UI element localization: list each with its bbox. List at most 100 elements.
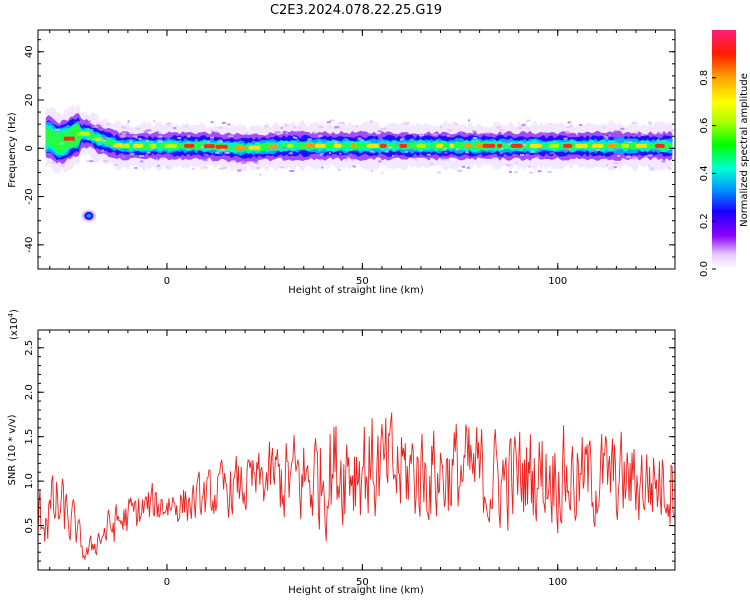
spectrogram-speckle <box>439 125 443 128</box>
spectrogram-speckle <box>113 164 118 166</box>
spectrogram-peak-cell <box>63 136 75 141</box>
spectrogram-speckle <box>606 164 608 167</box>
spectrogram-peak-cell <box>203 144 215 149</box>
spectrogram-speckle <box>259 173 262 176</box>
spectrogram-speckle <box>152 120 156 123</box>
spectrogram-speckle <box>671 129 675 132</box>
spectrogram-speckle <box>284 124 289 127</box>
colorbar-tick-label: 0.6 <box>699 118 710 134</box>
spectrogram-speckle <box>446 134 450 137</box>
colorbar-tick-label: 0.2 <box>699 213 710 229</box>
spectrogram-peak-cell <box>476 143 483 148</box>
y-tick-label: 20 <box>24 94 35 107</box>
spectrogram-speckle <box>603 135 608 138</box>
spectrogram-peak-cell <box>592 143 604 148</box>
spectrogram-speckle <box>381 127 387 130</box>
spectrogram-speckle <box>628 141 633 144</box>
spectrogram-panel: 0 50 100 -40 -20 0 20 40 Height of straight lin… <box>7 29 676 296</box>
spectrogram-speckle <box>613 147 618 150</box>
spectrogram-speckle <box>215 151 219 154</box>
spectrogram-speckle <box>631 122 635 125</box>
spectrogram-speckle <box>613 162 619 164</box>
spectrogram-speckle <box>527 165 531 168</box>
spectrogram-speckle <box>203 166 208 169</box>
spectrogram-speckle <box>410 139 413 142</box>
spectrogram-speckle <box>437 171 442 174</box>
x-tick-label: 50 <box>356 577 369 588</box>
spectrogram-speckle <box>466 166 470 169</box>
spectrogram-speckle <box>605 137 609 140</box>
spectrogram-speckle <box>106 123 110 126</box>
spectrogram-speckle <box>280 126 283 129</box>
spectrogram-speckle <box>608 134 611 137</box>
spectrogram-speckle <box>215 130 219 133</box>
spectrogram-speckle <box>103 160 109 162</box>
spectrogram-speckle <box>232 160 236 163</box>
spectrogram-speckle <box>134 167 138 169</box>
spectrogram-speckle <box>158 131 162 134</box>
spectrogram-frame <box>37 29 676 270</box>
spectrogram-speckle <box>499 129 504 132</box>
spectrogram-speckle <box>392 154 394 157</box>
snr-series-line <box>38 412 675 561</box>
spectrogram-speckle <box>370 150 374 153</box>
x-tick-label: 50 <box>356 276 369 287</box>
spectrogram-speckle <box>620 127 625 130</box>
spectrogram-speckle <box>221 122 226 124</box>
spectrogram-speckle <box>632 156 638 159</box>
spectrogram-speckle <box>228 135 234 138</box>
spectrogram-speckle <box>89 160 94 163</box>
y-tick-label: 0.5 <box>24 518 35 534</box>
spectrogram-speckle <box>490 155 493 158</box>
snr-ylabel: SNR (10 * v/v) <box>7 414 18 485</box>
spectrogram-speckle <box>603 126 606 129</box>
spectrogram-speckle <box>321 166 324 169</box>
spectrogram-speckle <box>566 126 570 129</box>
colorbar-label: Normalized spectral amplitude <box>739 73 750 227</box>
spectrogram-speckle <box>348 153 353 156</box>
spectrogram-speckle <box>530 150 535 153</box>
colorbar-gradient <box>712 30 736 269</box>
spectrogram-peak-cell <box>286 143 294 148</box>
spectrogram-peak-cell <box>399 143 408 148</box>
spectrogram-speckle <box>210 129 213 132</box>
x-tick-label: 0 <box>164 577 170 588</box>
spectrogram-speckle <box>444 158 450 161</box>
spectrogram-speckle <box>526 119 531 122</box>
spectrogram-speckle <box>267 149 271 152</box>
spectrogram-peak-cell <box>248 145 261 150</box>
spectrogram-speckle <box>157 140 163 143</box>
spectrogram-speckle <box>166 166 170 169</box>
spectrogram-speckle <box>185 125 188 128</box>
spectrogram-speckle <box>140 160 144 163</box>
x-tick-label: 100 <box>548 577 567 588</box>
spectrogram-speckle <box>355 125 359 128</box>
spectrogram-peak-cell <box>235 146 246 150</box>
spectrogram-speckle <box>400 138 403 141</box>
spectrogram-speckle <box>569 125 573 128</box>
spectrogram-speckle <box>294 136 298 139</box>
spectrogram-speckle <box>520 154 524 156</box>
y-tick-label: 40 <box>24 45 35 58</box>
spectrogram-speckle <box>361 139 365 142</box>
spectrogram-speckle <box>130 152 135 155</box>
spectrogram-speckle <box>465 151 469 154</box>
spectrogram-peak-cell <box>164 143 177 148</box>
spectrogram-speckle <box>352 165 356 168</box>
colorbar-tick-label: 0.0 <box>699 261 710 277</box>
spectrogram-speckle <box>156 158 158 161</box>
spectrogram-speckle <box>139 155 144 157</box>
spectrogram-speckle <box>647 121 652 124</box>
spectrogram-speckle <box>371 170 374 173</box>
spectrogram-speckle <box>381 171 384 174</box>
spectrogram-speckle <box>217 126 223 129</box>
spectrogram-peak-cell <box>334 143 342 148</box>
spectrogram-speckle <box>334 141 338 144</box>
x-tick-label: 0 <box>164 276 170 287</box>
spectrogram-speckle <box>282 146 287 149</box>
spectrogram-speckle <box>514 171 519 174</box>
spectrogram-speckle <box>207 140 210 143</box>
colorbar-tick-label: 0.4 <box>699 165 710 181</box>
spectrogram-speckle <box>419 134 424 137</box>
spectrogram-speckle <box>455 148 459 151</box>
